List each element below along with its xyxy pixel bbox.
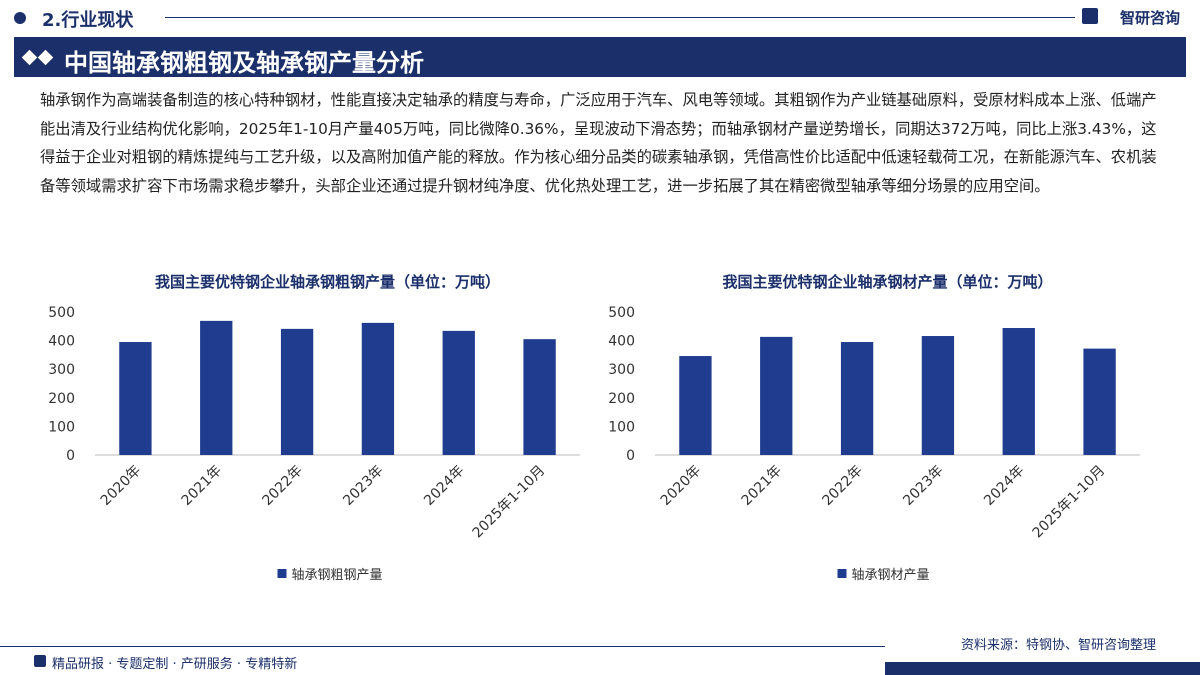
x-tick-label: 2024年 [981, 463, 1027, 509]
legend-label: 轴承钢粗钢产量 [292, 568, 383, 583]
y-tick-label: 0 [626, 448, 635, 464]
footer-rule [0, 646, 885, 647]
bar [840, 342, 874, 455]
section-dot [14, 12, 26, 24]
y-tick-label: 400 [48, 334, 75, 350]
y-tick-label: 0 [66, 448, 75, 464]
y-tick-label: 100 [608, 419, 635, 435]
title-bar [14, 37, 1186, 77]
y-tick-label: 500 [608, 305, 635, 321]
bar [361, 322, 395, 455]
x-tick-label: 2021年 [179, 463, 225, 509]
x-tick-label: 2023年 [340, 463, 386, 509]
y-tick-label: 500 [48, 305, 75, 321]
chart-title: 我国主要优特钢企业轴承钢材产量（单位：万吨） [722, 273, 1052, 291]
y-tick-label: 200 [48, 391, 75, 407]
bar [760, 336, 793, 455]
brand: 智研咨询 [1119, 9, 1180, 27]
y-tick-label: 400 [608, 334, 635, 350]
x-tick-label: 2020年 [658, 463, 704, 509]
legend-swatch [277, 569, 287, 578]
x-tick-label: 2025年1-10月 [470, 463, 549, 542]
bar [1002, 328, 1035, 455]
x-tick-label: 2021年 [739, 463, 785, 509]
bar [442, 330, 475, 455]
bar [921, 336, 955, 455]
legend-swatch [837, 569, 847, 578]
legend-label: 轴承钢材产量 [852, 568, 930, 583]
y-tick-label: 300 [48, 362, 75, 378]
brand-icon [1082, 8, 1098, 24]
chart-title: 我国主要优特钢企业轴承钢粗钢产量（单位：万吨） [155, 273, 500, 291]
x-tick-label: 2020年 [98, 463, 144, 509]
charts: 我国主要优特钢企业轴承钢粗钢产量（单位：万吨） 0 100 200 300 400 500 2… [48, 273, 1140, 583]
bar [1083, 348, 1116, 455]
source: 资料来源：特钢协、智研咨询整理 [960, 638, 1156, 653]
x-tick-label: 2025年1-10月 [1030, 463, 1109, 542]
x-tick-label: 2022年 [259, 463, 305, 509]
page-title: 中国轴承钢粗钢及轴承钢产量分析 [64, 49, 424, 77]
bar [119, 342, 152, 455]
section-title: 2.行业现状 [42, 10, 134, 31]
x-tick-label: 2024年 [421, 463, 467, 509]
y-tick-label: 200 [608, 391, 635, 407]
x-tick-label: 2023年 [900, 463, 946, 509]
tagline: 精品研报 · 专题定制 · 产研服务 · 专精特新 [52, 657, 298, 672]
header-rule [165, 17, 1075, 18]
bar [679, 356, 712, 455]
paragraph: 轴承钢作为高端装备制造的核心特种钢材，性能直接决定轴承的精度与寿命，广泛应用于汽… [40, 91, 1157, 195]
footer-bar [885, 662, 1200, 675]
y-tick-label: 300 [608, 362, 635, 378]
bar [200, 320, 233, 455]
bar [523, 339, 556, 455]
bar [280, 328, 314, 455]
y-tick-label: 100 [48, 419, 75, 435]
x-tick-label: 2022年 [819, 463, 865, 509]
footer-icon [34, 655, 46, 667]
